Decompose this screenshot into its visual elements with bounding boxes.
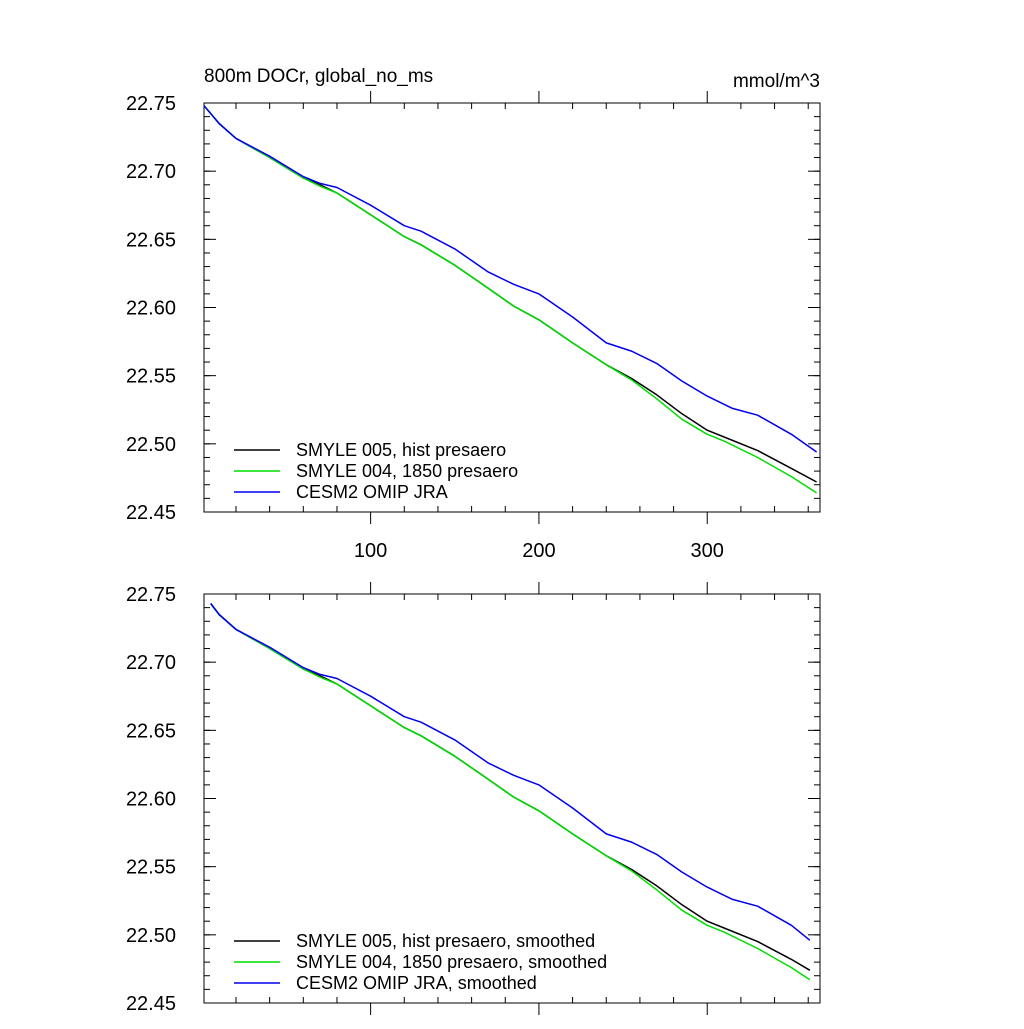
series-line <box>210 603 811 981</box>
y-tick-label: 22.55 <box>126 366 176 388</box>
y-tick-label: 22.70 <box>126 161 176 183</box>
series-line <box>210 603 811 971</box>
y-tick-label: 22.45 <box>126 993 176 1015</box>
legend-label: CESM2 OMIP JRA <box>296 482 448 502</box>
x-tick-label: 100 <box>354 540 387 562</box>
y-tick-label: 22.65 <box>126 720 176 742</box>
y-tick-label: 22.75 <box>126 584 176 606</box>
y-tick-label: 22.65 <box>126 229 176 251</box>
series-line <box>203 105 817 483</box>
legend-label: SMYLE 005, hist presaero <box>296 440 506 460</box>
y-tick-label: 22.50 <box>126 434 176 456</box>
y-tick-label: 22.45 <box>126 502 176 524</box>
chart-units: mmol/m^3 <box>733 71 820 92</box>
legend-label: SMYLE 004, 1850 presaero, smoothed <box>296 952 607 972</box>
y-tick-label: 22.55 <box>126 857 176 879</box>
series-line <box>203 105 818 494</box>
bottom-panel: 22.45 22.50 22.55 22.60 22.65 22.70 22.75 SMYLE… <box>126 582 821 1015</box>
y-tick-label: 22.70 <box>126 652 176 674</box>
series-line <box>210 603 811 941</box>
top-panel: 22.45 22.50 22.55 22.60 22.65 22.70 22.75 100 20… <box>126 91 821 562</box>
y-tick-label: 22.60 <box>126 298 176 320</box>
y-tick-label: 22.75 <box>126 93 176 115</box>
legend-label: SMYLE 004, 1850 presaero <box>296 461 518 481</box>
series-line <box>203 105 818 453</box>
chart-title: 800m DOCr, global_no_ms <box>204 66 433 87</box>
x-tick-label: 300 <box>691 540 724 562</box>
x-tick-label: 200 <box>522 540 555 562</box>
legend-label: CESM2 OMIP JRA, smoothed <box>296 973 537 993</box>
y-tick-label: 22.50 <box>126 925 176 947</box>
y-tick-label: 22.60 <box>126 789 176 811</box>
legend-label: SMYLE 005, hist presaero, smoothed <box>296 931 595 951</box>
